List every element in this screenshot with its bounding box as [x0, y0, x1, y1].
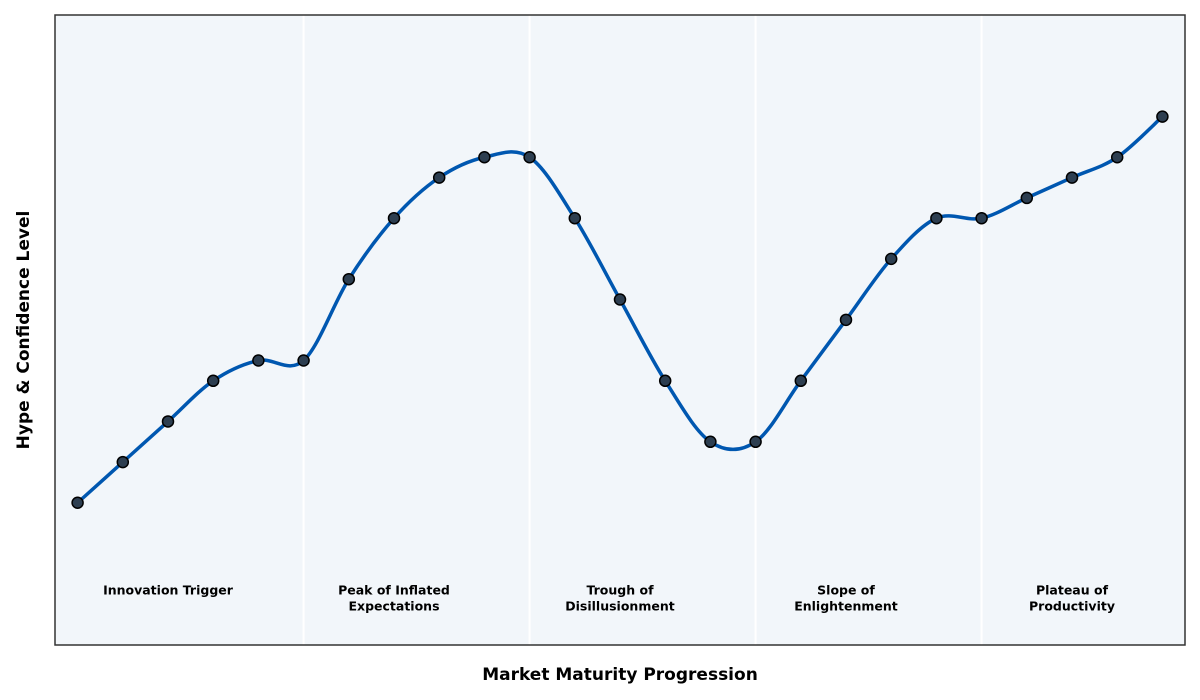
y-axis-label: Hype & Confidence Level — [14, 211, 34, 450]
phase-label: Disillusionment — [565, 599, 674, 614]
phase-label: Expectations — [348, 599, 439, 614]
phase-label: Innovation Trigger — [103, 583, 234, 598]
point — [342, 272, 356, 286]
point — [432, 171, 446, 184]
point — [975, 211, 988, 225]
point — [704, 435, 717, 449]
point — [387, 211, 401, 225]
point — [1020, 191, 1034, 205]
phase-label: Enlightenment — [794, 599, 898, 614]
point — [161, 415, 175, 428]
plot-frame — [54, 14, 1186, 646]
point — [930, 211, 943, 225]
point — [749, 435, 762, 449]
point — [478, 151, 491, 164]
phase-label: Plateau of — [1036, 583, 1109, 598]
point — [658, 374, 672, 388]
point — [71, 496, 84, 509]
phase-label: Slope of — [817, 583, 875, 598]
point — [523, 151, 536, 164]
point — [1065, 171, 1079, 184]
point — [613, 293, 627, 306]
point — [794, 374, 808, 388]
point — [839, 313, 853, 327]
point — [1156, 110, 1169, 123]
phase-label: Productivity — [1029, 599, 1115, 614]
point — [884, 252, 898, 266]
plot-area — [55, 15, 1185, 645]
point — [206, 374, 220, 388]
point — [297, 354, 310, 367]
phase-label: Peak of Inflated — [338, 583, 450, 598]
point — [252, 354, 265, 367]
point — [568, 211, 582, 225]
x-axis-label: Market Maturity Progression — [482, 665, 758, 685]
point — [1110, 151, 1124, 164]
point — [116, 455, 130, 469]
phase-label: Trough of — [586, 583, 654, 598]
plot-layer: Innovation Trigger Peak of InflatedExpect… — [71, 15, 1169, 645]
